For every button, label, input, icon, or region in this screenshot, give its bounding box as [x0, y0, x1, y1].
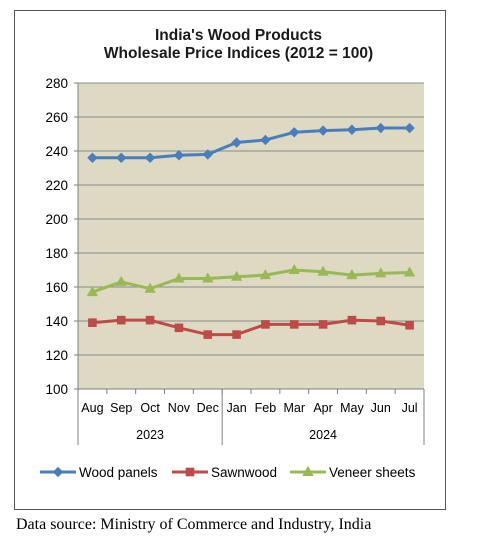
- y-tick-label-280: 280: [45, 76, 68, 91]
- point-wood-panels-may: [346, 124, 358, 135]
- x-tick-label-feb: Feb: [255, 401, 277, 415]
- y-tick-label-120: 120: [45, 348, 68, 363]
- x-tick-label-sep: Sep: [110, 401, 132, 415]
- y-tick-label-180: 180: [45, 246, 68, 261]
- point-wood-panels-apr: [317, 125, 329, 136]
- point-veneer-sheets-sep: [115, 275, 127, 286]
- x-tick-label-dec: Dec: [197, 401, 219, 415]
- point-sawnwood-oct: [145, 315, 155, 325]
- plot-area: [78, 83, 424, 389]
- point-wood-panels-jun: [375, 122, 386, 134]
- point-sawnwood-feb: [261, 320, 270, 329]
- point-veneer-sheets-apr: [317, 265, 329, 276]
- legend-label-sawnwood: Sawnwood: [211, 465, 277, 480]
- point-sawnwood-sep: [116, 315, 126, 325]
- point-wood-panels-nov: [173, 150, 185, 161]
- x-tick-label-may: May: [340, 401, 364, 415]
- point-veneer-sheets-dec: [202, 272, 214, 283]
- x-tick-label-jan: Jan: [227, 401, 247, 415]
- x-tick-label-jul: Jul: [402, 401, 418, 415]
- point-veneer-sheets-jul: [403, 266, 416, 277]
- legend-label-wood-panels: Wood panels: [79, 465, 158, 480]
- point-veneer-sheets-oct: [144, 282, 156, 293]
- year-label-2023: 2023: [136, 428, 164, 442]
- point-veneer-sheets-jan: [230, 270, 243, 281]
- point-wood-panels-dec: [202, 149, 213, 160]
- y-tick-label-240: 240: [45, 144, 68, 159]
- point-wood-panels-mar: [289, 127, 300, 138]
- point-wood-panels-oct: [144, 152, 156, 164]
- chart-title-line-2: Wholesale Price Indices (2012 = 100): [103, 45, 374, 62]
- x-tick-label-oct: Oct: [140, 401, 160, 415]
- point-sawnwood-jul: [405, 320, 414, 330]
- year-label-2024: 2024: [309, 428, 337, 442]
- y-tick-label-200: 200: [45, 212, 68, 227]
- point-sawnwood-dec: [203, 330, 213, 339]
- point-sawnwood-aug: [88, 318, 97, 327]
- x-tick-label-nov: Nov: [168, 401, 191, 415]
- x-tick-label-apr: Apr: [313, 401, 332, 415]
- point-sawnwood-jun: [376, 316, 386, 326]
- x-tick-label-jun: Jun: [371, 401, 391, 415]
- legend-label-veneer-sheets: Veneer sheets: [329, 465, 416, 480]
- point-veneer-sheets-nov: [173, 272, 185, 283]
- legend-marker-sawnwood: [185, 467, 195, 477]
- y-tick-label-260: 260: [45, 110, 68, 125]
- point-veneer-sheets-mar: [288, 263, 300, 274]
- point-sawnwood-mar: [289, 320, 299, 329]
- y-tick-label-160: 160: [45, 280, 68, 295]
- series-line-sawnwood: [92, 318, 410, 337]
- point-sawnwood-may: [347, 315, 357, 325]
- x-tick-label-aug: Aug: [81, 401, 103, 415]
- y-tick-label-220: 220: [45, 178, 68, 193]
- point-sawnwood-jan: [232, 330, 241, 339]
- point-veneer-sheets-aug: [86, 286, 99, 297]
- point-sawnwood-apr: [318, 320, 328, 329]
- point-wood-panels-jan: [231, 137, 242, 148]
- point-wood-panels-aug: [87, 152, 98, 164]
- point-veneer-sheets-may: [346, 269, 358, 280]
- point-wood-panels-sep: [116, 152, 127, 164]
- data-source-note: Data source: Ministry of Commerce and In…: [16, 516, 372, 533]
- point-sawnwood-nov: [174, 323, 184, 333]
- legend-marker-wood-panels: [52, 466, 64, 478]
- series-line-veneer-sheets: [91, 268, 410, 294]
- x-tick-label-mar: Mar: [283, 401, 305, 415]
- legend-marker-veneer-sheets: [302, 465, 314, 476]
- point-wood-panels-jul: [404, 122, 415, 134]
- chart-title-line-1: India's Wood Products: [154, 27, 323, 44]
- point-veneer-sheets-jun: [375, 267, 387, 278]
- point-wood-panels-feb: [260, 134, 271, 146]
- y-tick-label-140: 140: [45, 314, 68, 329]
- point-veneer-sheets-feb: [259, 269, 272, 280]
- y-tick-label-100: 100: [45, 382, 68, 397]
